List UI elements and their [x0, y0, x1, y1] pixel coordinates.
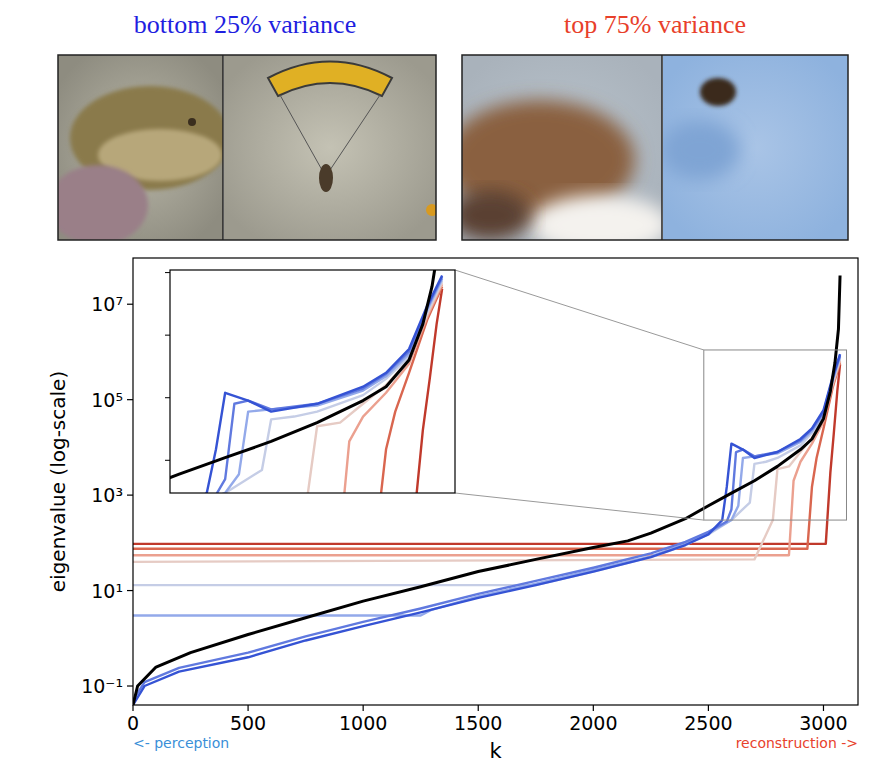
image-shape [58, 165, 148, 240]
x-tick [593, 705, 594, 711]
x-tick-label: 1000 [339, 712, 387, 734]
image-shape [268, 62, 392, 97]
y-tick [127, 304, 133, 305]
inset-y-tick [165, 335, 170, 336]
annotation: <- perception [133, 735, 229, 751]
inset-series-line [170, 277, 442, 493]
image-shape [462, 190, 530, 240]
image-parachute [224, 55, 436, 240]
x-tick [708, 705, 709, 711]
inset-series-line [170, 280, 442, 493]
x-tick-label: 1500 [454, 712, 502, 734]
x-tick-label: 2000 [569, 712, 617, 734]
y-tick [127, 399, 133, 400]
x-tick-label: 3000 [799, 712, 847, 734]
image-divider [661, 55, 663, 240]
zoom-box [704, 350, 847, 520]
image-fish [58, 55, 223, 240]
image-divider [222, 55, 224, 240]
x-axis-title: k [489, 739, 502, 763]
zoom-connector [455, 270, 704, 350]
x-tick [363, 705, 364, 711]
x-tick [247, 705, 248, 711]
image-blur-2 [663, 55, 848, 240]
y-tick [127, 590, 133, 591]
y-tick-label: 10³ [91, 484, 123, 506]
y-tick-label: 10⁵ [91, 389, 123, 411]
inset-series-line [170, 279, 442, 493]
x-tick-label: 2500 [684, 712, 732, 734]
y-tick-label: 10⁷ [91, 293, 123, 315]
image-blur-1 [462, 55, 662, 240]
image-frame [462, 55, 848, 240]
x-tick [132, 705, 133, 711]
inset-frame [170, 270, 455, 493]
annotation: reconstruction -> [736, 735, 858, 751]
image-shape [530, 195, 662, 240]
image-shape [663, 120, 740, 180]
panel-title: top 75% variance [564, 10, 746, 39]
image-shape [426, 204, 436, 216]
image-shape [319, 164, 333, 192]
y-tick-label: 10¹ [91, 580, 123, 602]
inset-y-tick [165, 460, 170, 461]
image-shape [280, 95, 380, 170]
inset-y-tick [165, 272, 170, 273]
y-tick [127, 685, 133, 686]
image-shape [188, 118, 196, 126]
y-tick-label: 10⁻¹ [81, 675, 123, 697]
x-tick-label: 500 [230, 712, 266, 734]
x-tick [823, 705, 824, 711]
image-background [224, 55, 436, 240]
inset-series-line [170, 275, 442, 493]
zoom-connector [455, 493, 704, 520]
y-axis-title: eigenvalue (log-scale) [46, 371, 70, 592]
y-tick [127, 495, 133, 496]
inset-lines [170, 270, 442, 493]
inset-y-tick [165, 397, 170, 398]
x-tick-label: 0 [127, 712, 139, 734]
figure: bottom 25% variance top 75% variance 0 500 1… [0, 0, 885, 768]
image-shape [700, 78, 736, 106]
image-frame [58, 55, 436, 240]
inset-series-line [170, 270, 442, 493]
x-tick [478, 705, 479, 711]
panel-title: bottom 25% variance [134, 10, 356, 39]
